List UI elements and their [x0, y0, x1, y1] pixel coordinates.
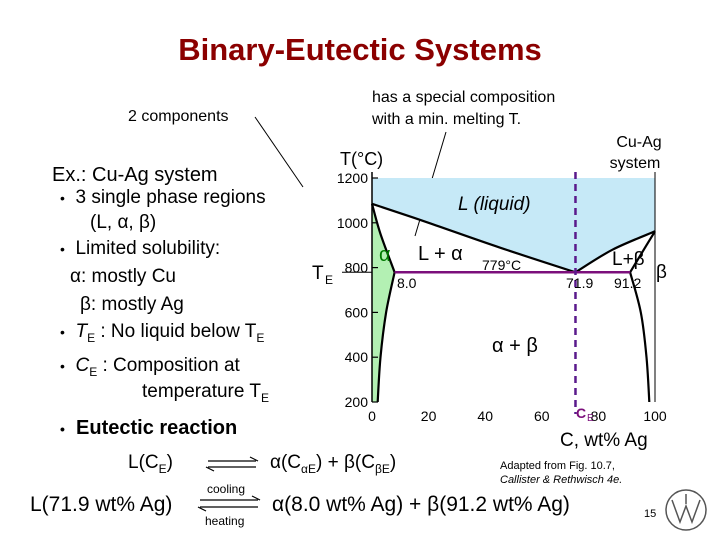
y-tick-label: 400	[345, 349, 369, 365]
bullet-marker: •	[60, 241, 65, 257]
callout-components-line	[254, 116, 304, 188]
slide-title: Binary-Eutectic Systems	[178, 32, 542, 67]
solidus-alpha-line	[370, 203, 396, 273]
te-text: : No liquid below T	[100, 321, 257, 342]
phase-list: (L, α, β)	[90, 212, 157, 233]
bullet-regions-sub: (L, α, β)	[90, 212, 156, 234]
bullet-eutectic: • Eutectic reaction	[60, 417, 237, 440]
ce-line2-subscript: E	[260, 390, 269, 405]
x-tick-label: 60	[534, 408, 550, 424]
callout-components: 2 components	[128, 108, 229, 125]
reaction-beta-sub: βE	[374, 461, 390, 476]
callout-composition-line1: has a special composition	[372, 89, 556, 106]
alpha-region	[372, 203, 395, 402]
alpha-note: α: mostly Cu	[70, 266, 177, 287]
system-label-line1: Cu-Ag	[616, 134, 662, 151]
liquid-region	[372, 178, 655, 273]
equilibrium-arrows-top	[205, 456, 259, 472]
ce-symbol: C	[75, 355, 90, 376]
credit-line2: Callister & Rethwisch 4e.	[500, 474, 623, 486]
phase-regions	[372, 178, 655, 402]
bullet-solubility-text: Limited solubility:	[75, 238, 221, 259]
reaction-left: L(CE)	[128, 452, 173, 476]
x-tick-label: 0	[368, 408, 376, 424]
credit-line1: Adapted from Fig. 10.7,	[500, 460, 615, 472]
eutectic-composition-label: 71.9	[566, 275, 593, 291]
bullet-regions-text: 3 single phase regions	[75, 187, 266, 208]
bullet-eutectic-text: Eutectic reaction	[76, 417, 238, 439]
bullet-marker: •	[60, 358, 65, 374]
te-symbol: T	[75, 321, 88, 342]
te-subscript-2: E	[256, 330, 265, 345]
reaction-bottom-left: L(71.9 wt% Ag)	[30, 493, 173, 516]
alpha-solubility-label: 8.0	[397, 275, 417, 291]
y-tick-label: 200	[345, 394, 369, 410]
page-number: 15	[644, 508, 657, 520]
l-alpha-label: L + α	[418, 243, 463, 265]
bullet-solubility: • Limited solubility:	[60, 238, 220, 260]
x-tick-label: 100	[643, 408, 667, 424]
ce-text-line2-body: temperature T	[142, 381, 261, 402]
alpha-label: α	[379, 244, 391, 266]
l-beta-label: L+β	[612, 249, 645, 270]
reaction-right: α(CαE) + β(CβE)	[270, 452, 396, 476]
heating-label: heating	[205, 514, 245, 528]
ce-subscript: E	[89, 364, 98, 379]
equilibrium-arrows-bottom	[197, 495, 261, 512]
ce-text: : Composition at	[102, 355, 240, 376]
ce-text-line2: temperature TE	[142, 381, 269, 405]
reaction-left-text: L(C	[128, 452, 159, 473]
solidus-beta-line	[629, 230, 656, 273]
ce-label: C	[576, 405, 586, 421]
bullet-ce: • CE : Composition at	[60, 355, 240, 379]
phase-boundaries	[342, 172, 656, 414]
university-logo-icon	[665, 489, 707, 531]
y-tick-label: 1000	[337, 215, 368, 231]
bullet-marker: •	[60, 324, 65, 340]
example-line: Ex.: Cu-Ag system	[52, 164, 218, 186]
solvus-beta-line	[629, 272, 651, 403]
y-tick-label: 600	[345, 304, 369, 320]
reaction-mid: ) + β(C	[316, 452, 375, 473]
callout-composition-line2: with a min. melting T.	[372, 111, 522, 128]
alpha-beta-label: α + β	[492, 335, 538, 357]
x-tick-label: 80	[591, 408, 607, 424]
te-label: T	[312, 263, 324, 284]
bullet-marker: •	[60, 190, 65, 206]
reaction-alpha-sub: αE	[301, 461, 316, 476]
solvus-alpha-line	[376, 272, 396, 403]
ce-label-sub: E	[587, 413, 594, 424]
eutectic-temperature-label: 779°C	[482, 257, 521, 273]
reaction-alpha: α(C	[270, 452, 302, 473]
reaction-close: )	[389, 452, 397, 473]
y-tick-label: 800	[345, 260, 369, 276]
cooling-label: cooling	[207, 482, 246, 496]
y-tick-label: 1200	[337, 170, 368, 186]
beta-label: β	[656, 262, 667, 283]
reaction-bottom-right: α(8.0 wt% Ag) + β(91.2 wt% Ag)	[272, 493, 570, 516]
beta-solubility-label: 91.2	[614, 275, 641, 291]
x-tick-label: 40	[477, 408, 493, 424]
axes: 200 400 600 800 1000 1200 0 20 40 60 80 100 T(°C) C, …	[337, 149, 667, 451]
system-label-line2: system	[609, 155, 661, 172]
y-axis-title: T(°C)	[340, 149, 383, 169]
te-subscript: E	[87, 330, 96, 345]
liquidus-right-line	[574, 230, 656, 274]
liquid-label: L (liquid)	[458, 194, 531, 215]
reaction-left-close: )	[166, 452, 173, 473]
te-label-sub: E	[325, 273, 333, 287]
x-tick-label: 20	[421, 408, 437, 424]
liquidus-left-line	[371, 202, 576, 274]
bullet-regions: • 3 single phase regions	[60, 187, 266, 209]
reaction-left-sub: E	[158, 461, 167, 476]
x-axis-title: C, wt% Ag	[560, 430, 648, 451]
bullet-marker: •	[60, 421, 65, 437]
beta-note: β: mostly Ag	[80, 294, 184, 315]
bullet-te: • TE : No liquid below TE	[60, 321, 264, 345]
